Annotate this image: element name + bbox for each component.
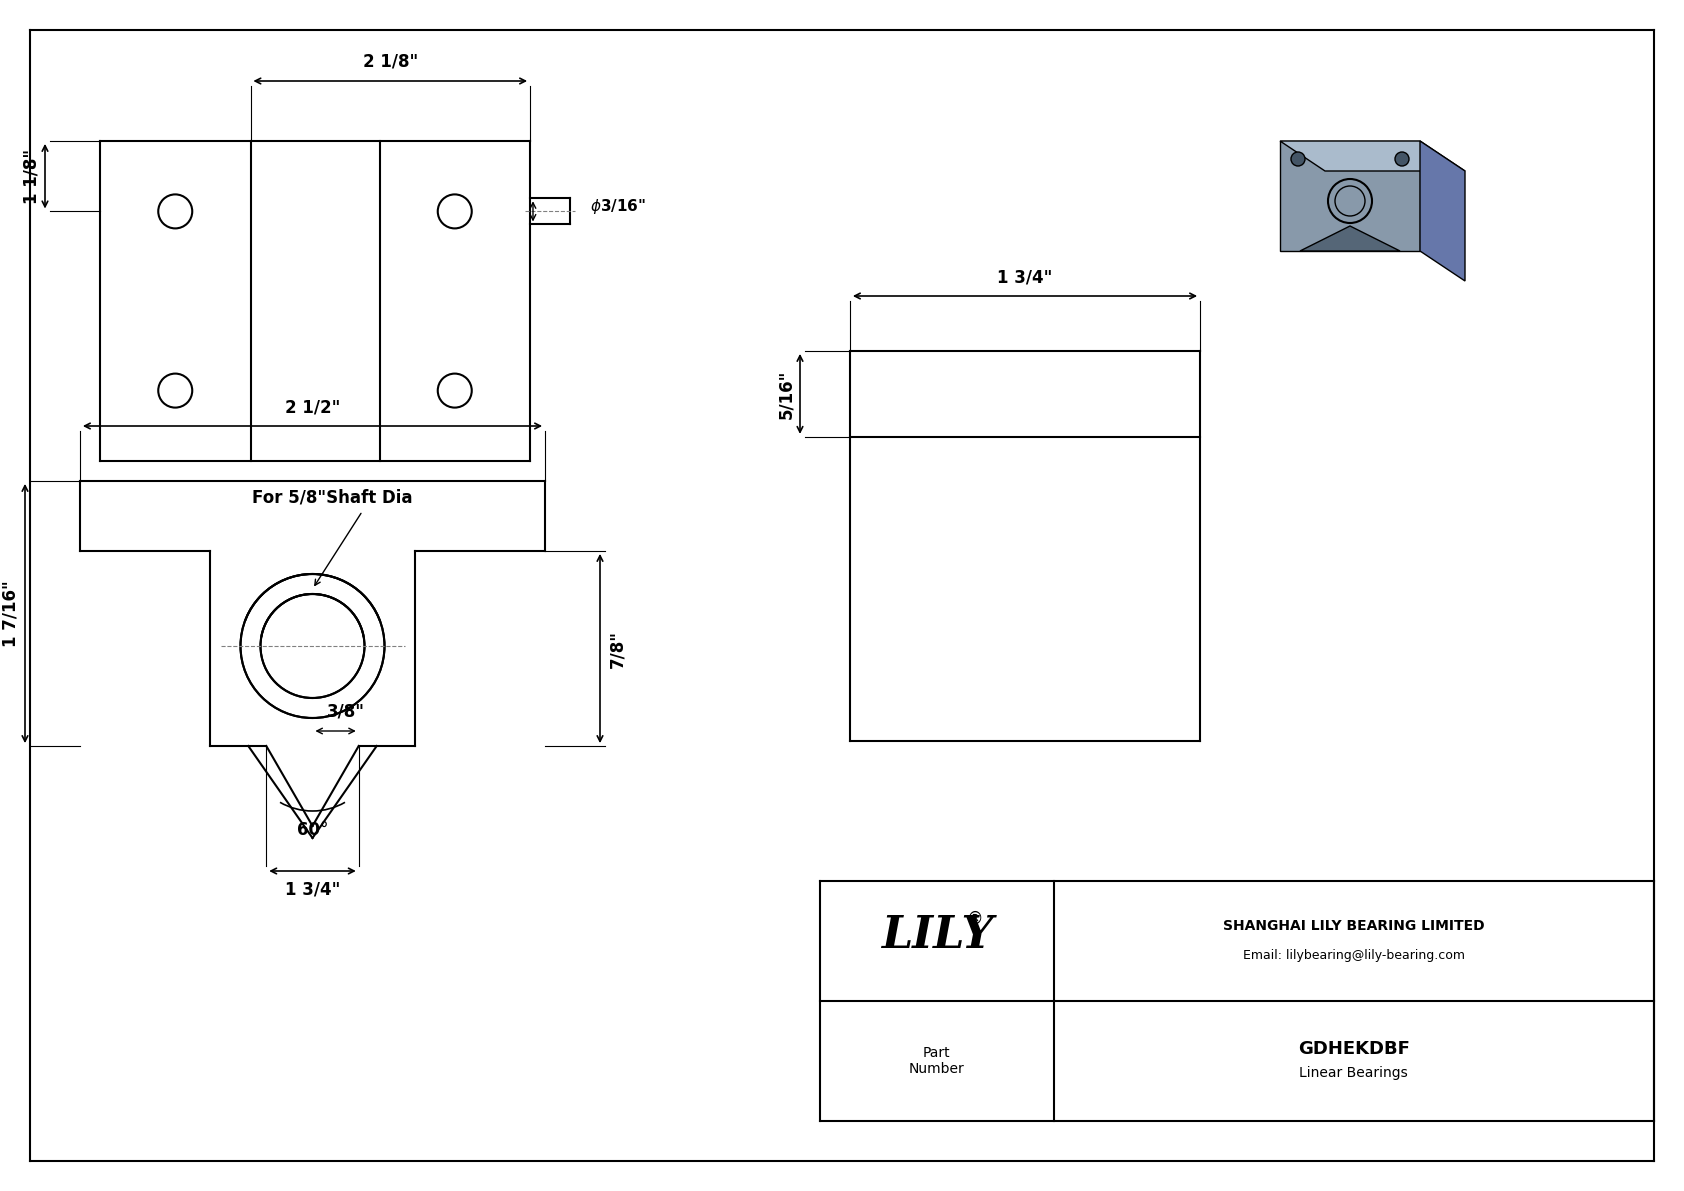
Text: 7/8": 7/8" [608,630,626,667]
Text: 2 1/8": 2 1/8" [362,54,418,71]
Text: Part
Number: Part Number [909,1046,965,1077]
Text: 60°: 60° [296,821,328,838]
Text: 1 3/4": 1 3/4" [285,881,340,899]
Text: 1 3/4": 1 3/4" [997,268,1052,286]
Text: LILY: LILY [881,915,994,958]
Text: 1 7/16": 1 7/16" [2,580,20,647]
Text: GDHEKDBF: GDHEKDBF [1298,1040,1410,1058]
Polygon shape [1280,141,1420,251]
Text: 1 1/8": 1 1/8" [22,149,40,204]
Text: SHANGHAI LILY BEARING LIMITED: SHANGHAI LILY BEARING LIMITED [1223,919,1485,933]
Polygon shape [1420,141,1465,281]
Text: 5/16": 5/16" [776,369,795,418]
Text: Linear Bearings: Linear Bearings [1300,1066,1408,1080]
Text: 3/8": 3/8" [327,703,365,721]
Circle shape [1394,152,1410,166]
Text: ®: ® [967,910,983,928]
Text: 2 1/2": 2 1/2" [285,398,340,416]
Circle shape [1292,152,1305,166]
Text: For 5/8"Shaft Dia: For 5/8"Shaft Dia [253,488,413,506]
Text: Email: lilybearing@lily-bearing.com: Email: lilybearing@lily-bearing.com [1243,949,1465,962]
Polygon shape [1300,226,1399,251]
Polygon shape [1280,141,1465,172]
Text: $\phi$3/16": $\phi$3/16" [589,197,647,216]
